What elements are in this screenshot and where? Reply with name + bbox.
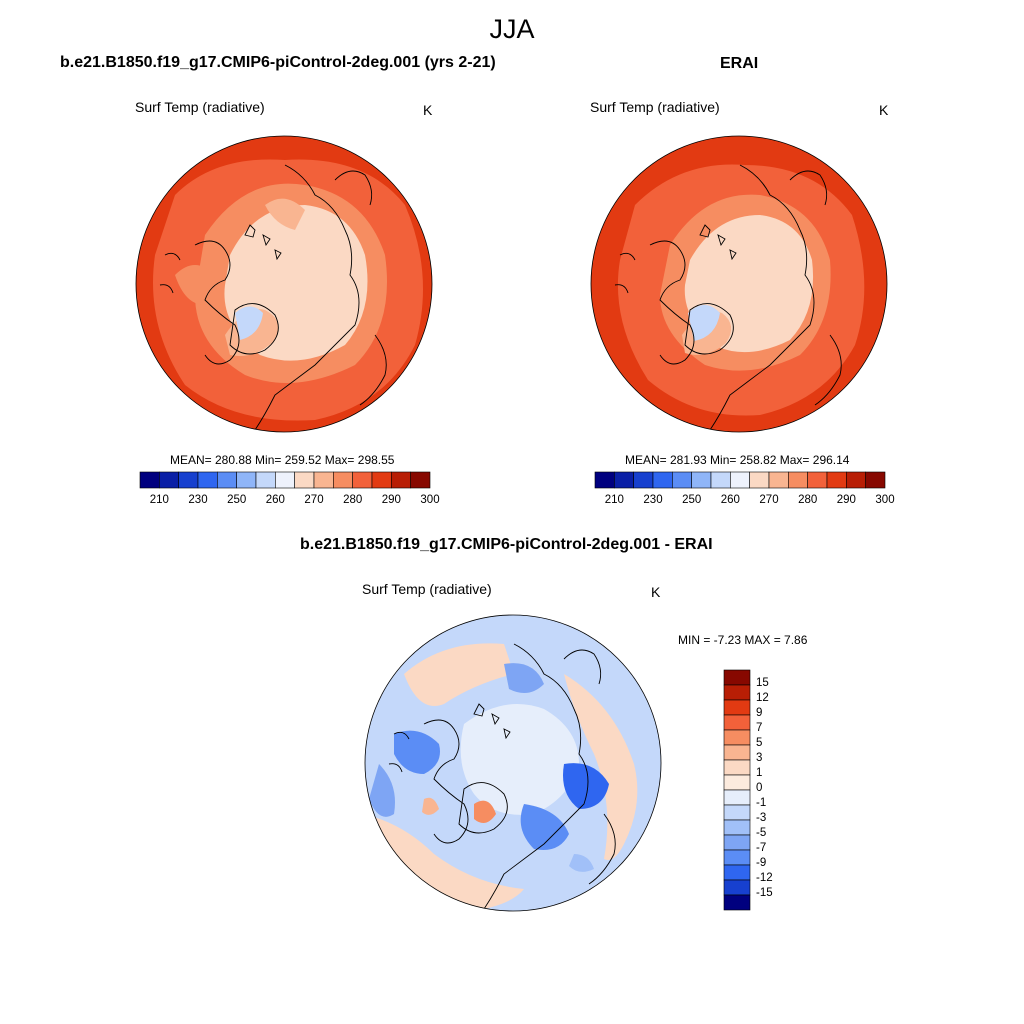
model-colorbar-tick-label: 260 (265, 494, 285, 506)
obs-colorbar-tick-label: 300 (875, 494, 895, 506)
diff-colorbar-tick-label: -9 (756, 857, 767, 869)
diff-colorbar-swatch (723, 894, 751, 911)
obs-colorbar-swatch (846, 471, 866, 489)
figure-title: JJA (489, 14, 535, 44)
model-polar-map (135, 135, 433, 433)
diff-colorbar-tick-label: 5 (756, 737, 763, 749)
model-panel-title: b.e21.B1850.f19_g17.CMIP6-piControl-2deg… (60, 54, 496, 71)
diff-colorbar-tick-label: -1 (756, 797, 767, 809)
obs-colorbar-swatch (730, 471, 750, 489)
model-colorbar-swatch (255, 471, 276, 489)
model-colorbar-tick-label: 280 (343, 494, 363, 506)
obs-colorbar-ticks: 210 230 250 260 270 280 290 300 (595, 494, 895, 510)
diff-colorbar-tick-label: 3 (756, 752, 763, 764)
model-colorbar-swatch (197, 471, 218, 489)
model-colorbar-swatch (236, 471, 257, 489)
diff-colorbar-tick-label: 12 (756, 692, 769, 704)
diff-colorbar-tick-label: 1 (756, 767, 763, 779)
obs-colorbar-swatch (865, 471, 886, 489)
diff-colorbar-swatch (723, 774, 751, 791)
model-colorbar-tick-label: 230 (188, 494, 208, 506)
diff-colorbar-ticks: 15 12 9 7 5 3 1 0 -1 -3 -5 -7 -9 -12 -15 (756, 670, 796, 910)
obs-colorbar-swatch (788, 471, 808, 489)
obs-colorbar (594, 471, 886, 489)
diff-units-label: K (651, 584, 661, 600)
obs-colorbar-tick-label: 250 (682, 494, 702, 506)
obs-colorbar-swatch (807, 471, 828, 489)
obs-colorbar-swatch (633, 471, 654, 489)
diff-colorbar-tick-label: -3 (756, 812, 767, 824)
obs-colorbar-tick-label: 210 (604, 494, 624, 506)
obs-units-label: K (879, 102, 889, 118)
diff-colorbar-tick-label: 0 (756, 782, 763, 794)
obs-colorbar-swatch (672, 471, 692, 489)
diff-colorbar-swatch (723, 879, 751, 896)
diff-variable-label: Surf Temp (radiative) (362, 581, 492, 597)
diff-colorbar-swatch (723, 714, 751, 731)
model-colorbar-swatch (371, 471, 392, 489)
obs-colorbar-tick-label: 290 (836, 494, 856, 506)
model-colorbar-tick-label: 300 (420, 494, 440, 506)
diff-colorbar-swatch (723, 804, 751, 821)
diff-colorbar-tick-label: 7 (756, 722, 763, 734)
model-colorbar (139, 471, 431, 489)
model-colorbar-tick-label: 290 (381, 494, 401, 506)
obs-colorbar-swatch (594, 471, 615, 489)
diff-colorbar-swatch (723, 834, 751, 851)
diff-colorbar-tick-label: -15 (756, 887, 773, 899)
obs-stats: MEAN= 281.93 Min= 258.82 Max= 296.14 (625, 453, 850, 467)
diff-colorbar-swatch (723, 669, 751, 686)
obs-colorbar-swatch (652, 471, 673, 489)
obs-colorbar-swatch (710, 471, 731, 489)
model-colorbar-swatch (275, 471, 295, 489)
model-colorbar-swatch (410, 471, 431, 489)
obs-colorbar-tick-label: 270 (759, 494, 779, 506)
diff-colorbar-swatch (723, 819, 751, 836)
diff-polar-map (364, 614, 662, 912)
obs-colorbar-swatch (768, 471, 789, 489)
obs-panel-title: ERAI (720, 55, 759, 72)
diff-colorbar-tick-label: -5 (756, 827, 767, 839)
diff-colorbar-tick-label: 9 (756, 707, 763, 719)
obs-colorbar-swatch (826, 471, 847, 489)
model-colorbar-swatch (333, 471, 353, 489)
diff-colorbar-swatch (723, 684, 751, 701)
diff-colorbar (723, 669, 751, 911)
obs-colorbar-tick-label: 280 (798, 494, 818, 506)
model-colorbar-swatch (294, 471, 315, 489)
diff-colorbar-swatch (723, 849, 751, 866)
diff-stats: MIN = -7.23 MAX = 7.86 (678, 633, 808, 647)
obs-colorbar-tick-label: 230 (643, 494, 663, 506)
diff-panel-title: b.e21.B1850.f19_g17.CMIP6-piControl-2deg… (300, 536, 713, 553)
model-colorbar-swatch (391, 471, 411, 489)
diff-colorbar-tick-label: 15 (756, 677, 769, 689)
diff-colorbar-tick-label: -12 (756, 872, 773, 884)
model-colorbar-swatch (159, 471, 179, 489)
obs-colorbar-swatch (614, 471, 634, 489)
model-stats: MEAN= 280.88 Min= 259.52 Max= 298.55 (170, 453, 395, 467)
model-colorbar-swatch (352, 471, 373, 489)
model-colorbar-ticks: 210 230 250 260 270 280 290 300 (140, 494, 440, 510)
model-colorbar-swatch (313, 471, 334, 489)
obs-colorbar-swatch (749, 471, 770, 489)
model-colorbar-tick-label: 270 (304, 494, 324, 506)
diff-colorbar-swatch (723, 759, 751, 776)
obs-variable-label: Surf Temp (radiative) (590, 99, 720, 115)
diff-colorbar-swatch (723, 744, 751, 761)
diff-colorbar-swatch (723, 699, 751, 716)
model-colorbar-tick-label: 250 (227, 494, 247, 506)
diff-colorbar-tick-label: -7 (756, 842, 767, 854)
model-colorbar-tick-label: 210 (149, 494, 169, 506)
obs-polar-map (590, 135, 888, 433)
obs-colorbar-tick-label: 260 (720, 494, 740, 506)
model-colorbar-swatch (139, 471, 160, 489)
model-variable-label: Surf Temp (radiative) (135, 99, 265, 115)
model-units-label: K (423, 102, 433, 118)
model-colorbar-swatch (178, 471, 199, 489)
obs-colorbar-swatch (691, 471, 712, 489)
diff-colorbar-swatch (723, 729, 751, 746)
diff-colorbar-swatch (723, 864, 751, 881)
diff-colorbar-swatch (723, 789, 751, 806)
model-colorbar-swatch (217, 471, 237, 489)
